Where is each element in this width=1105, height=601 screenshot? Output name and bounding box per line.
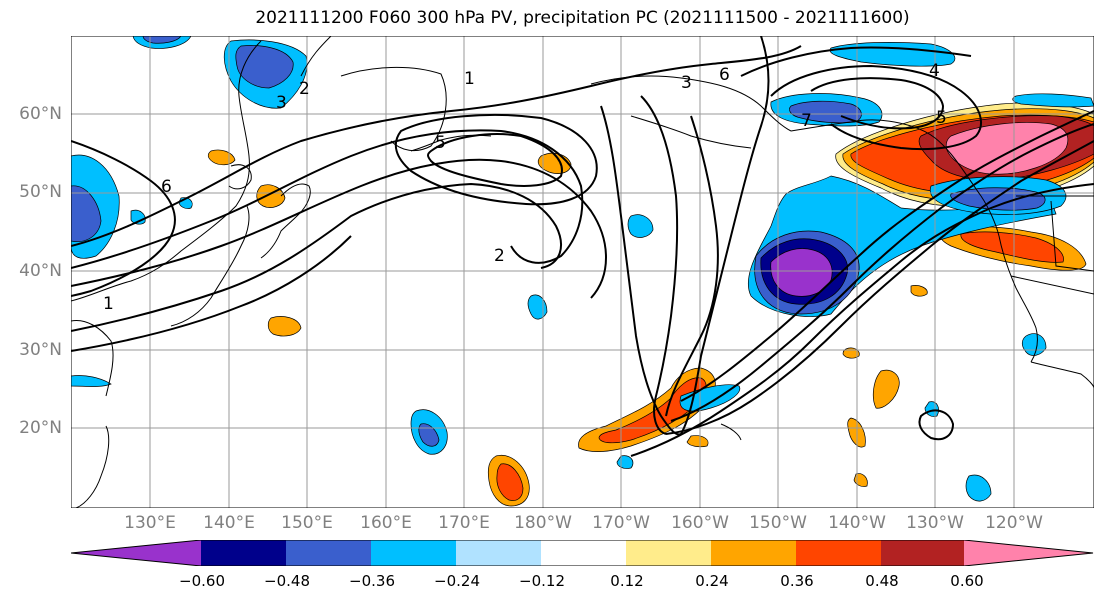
colorbar-tick-label: 0.36 — [780, 572, 814, 590]
colorbar-tick-label: −0.48 — [264, 572, 310, 590]
contour-labels: 1 2 3 5 6 2 3 6 7 5 4 1 — [103, 61, 947, 314]
lon-label-170e: 170°E — [438, 513, 490, 533]
lon-label-130e: 130°E — [124, 513, 176, 533]
lon-label-180w: 180°W — [514, 513, 572, 533]
contour-label: 6 — [161, 177, 172, 197]
colorbar-tick-label: −0.60 — [179, 572, 225, 590]
contour-label: 3 — [681, 73, 692, 93]
colorbar-tick-label: 0.60 — [950, 572, 984, 590]
contour-label: 7 — [801, 111, 812, 131]
colorbar-segment — [201, 540, 286, 566]
colorbar-segment — [71, 540, 201, 566]
lat-label-20n: 20°N — [19, 418, 62, 438]
contour-label: 3 — [276, 93, 287, 113]
contour-label: 6 — [719, 65, 730, 85]
colorbar-tick-label: −0.36 — [349, 572, 395, 590]
contour-label: 2 — [299, 79, 310, 99]
lon-label-150w: 150°W — [749, 513, 807, 533]
precip-negative-shading — [71, 36, 1094, 502]
lon-label-160w: 160°W — [671, 513, 729, 533]
map-title: 2021111200 F060 300 hPa PV, precipitatio… — [255, 8, 910, 28]
colorbar-segment — [796, 540, 881, 566]
colorbar-segment — [286, 540, 371, 566]
colorbar-segment — [371, 540, 456, 566]
lat-label-30n: 30°N — [19, 340, 62, 360]
colorbar-segment — [541, 540, 626, 566]
colorbar-segment — [456, 540, 541, 566]
colorbar-segment — [881, 540, 966, 566]
lat-label-40n: 40°N — [19, 261, 62, 281]
contour-label: 1 — [103, 294, 114, 314]
lon-label-170w: 170°W — [592, 513, 650, 533]
colorbar-segment — [964, 540, 1094, 566]
pv-contours — [71, 36, 1094, 457]
colorbar-tick-label: −0.12 — [519, 572, 565, 590]
contour-label: 5 — [936, 108, 947, 128]
colorbar-segment — [626, 540, 711, 566]
lon-label-140e: 140°E — [203, 513, 255, 533]
contour-label: 4 — [929, 61, 940, 81]
lon-label-160e: 160°E — [360, 513, 412, 533]
colorbar-tick-label: 0.24 — [695, 572, 729, 590]
contour-label: 2 — [494, 246, 505, 266]
lon-label-120w: 120°W — [985, 513, 1043, 533]
colorbar-tick-label: 0.48 — [865, 572, 899, 590]
lon-label-130w: 130°W — [906, 513, 964, 533]
colorbar — [71, 540, 1094, 566]
colorbar-segment — [711, 540, 796, 566]
map-panel: 1 2 3 5 6 2 3 6 7 5 4 1 — [71, 36, 1094, 508]
contour-label: 1 — [464, 69, 475, 89]
lat-label-60n: 60°N — [19, 104, 62, 124]
lon-label-140w: 140°W — [828, 513, 886, 533]
colorbar-tick-label: 0.12 — [610, 572, 644, 590]
colorbar-tick-label: −0.24 — [434, 572, 480, 590]
lon-label-150e: 150°E — [281, 513, 333, 533]
contour-label: 5 — [435, 133, 446, 153]
lat-label-50n: 50°N — [19, 182, 62, 202]
